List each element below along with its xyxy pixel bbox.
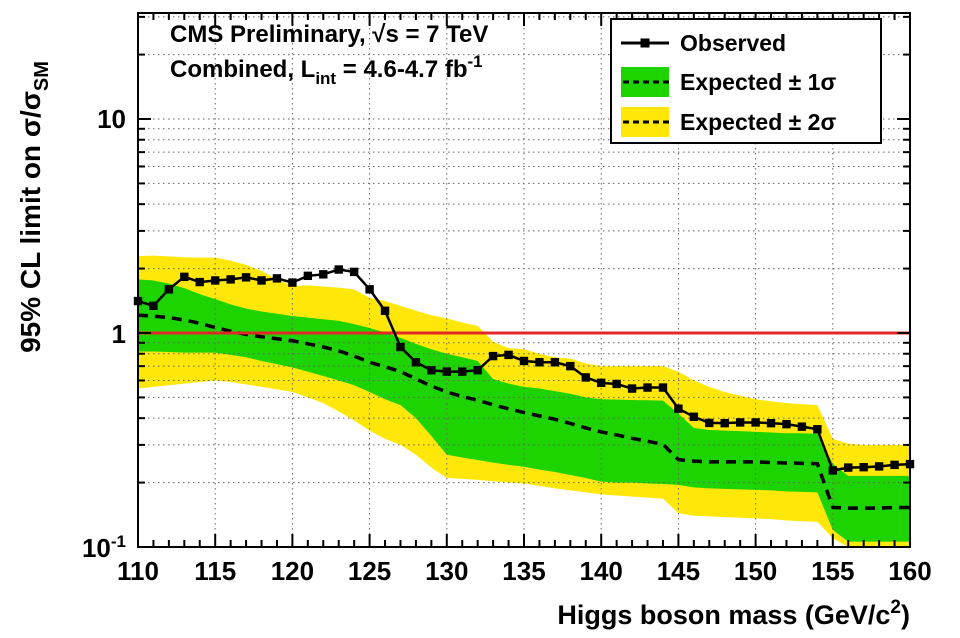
x-tick-label: 135 (502, 556, 545, 586)
series-lines (133, 265, 915, 510)
x-tick-label: 130 (425, 556, 468, 586)
expected-1sigma-band (138, 279, 910, 542)
y-tick-label-0p1: 10-1 (82, 532, 126, 563)
x-tick-label: 150 (734, 556, 777, 586)
x-tick-label: 145 (657, 556, 700, 586)
axis-ticks (137, 13, 911, 548)
x-axis-title: Higgs boson mass (GeV/c2) (557, 597, 910, 630)
grid-lines (138, 13, 910, 547)
x-tick-label: 115 (194, 556, 236, 586)
x-tick-label: 140 (580, 556, 623, 586)
y-axis-title: 95% CL limit on σ/σSM (15, 61, 53, 353)
y-tick-label-1: 1 (112, 319, 126, 349)
uncertainty-bands (138, 255, 910, 547)
y-tick-label-10: 10 (97, 104, 126, 134)
legend-observed-marker (640, 38, 650, 48)
x-tick-labels: 110 115 120 125 130 135 140 145 150 155 160 (117, 556, 932, 586)
x-tick-label: 110 (117, 556, 159, 586)
legend-observed-label: Observed (680, 30, 786, 56)
legend-2sigma-label: Expected ± 2σ (680, 109, 836, 135)
x-tick-label: 160 (888, 556, 931, 586)
x-tick-label: 125 (348, 556, 391, 586)
x-tick-label: 155 (811, 556, 854, 586)
observed-markers (133, 265, 915, 475)
plot-subtitle: Combined, Lint = 4.6-4.7 fb-1 (170, 52, 483, 88)
x-tick-label: 120 (271, 556, 314, 586)
plot-title: CMS Preliminary, √s = 7 TeV (170, 21, 488, 48)
legend: Observed Expected ± 1σ Expected ± 2σ (610, 18, 882, 144)
legend-1sigma-label: Expected ± 1σ (680, 69, 836, 95)
expected-line (137, 313, 910, 510)
plot-frame (137, 12, 911, 548)
